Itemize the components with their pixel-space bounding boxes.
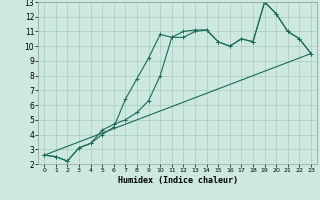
X-axis label: Humidex (Indice chaleur): Humidex (Indice chaleur) <box>118 176 238 185</box>
